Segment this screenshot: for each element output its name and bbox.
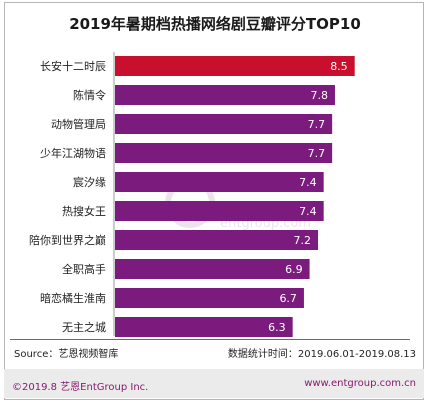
data-label: 7.4: [299, 205, 317, 218]
data-label: 7.8: [310, 89, 328, 102]
bar: [115, 201, 324, 221]
data-label: 8.5: [330, 60, 348, 73]
data-period-note: 数据统计时间：2019.06.01-2019.08.13: [227, 349, 416, 360]
website-link[interactable]: www.entgroup.com.cn: [304, 378, 416, 389]
category-label: 暗恋橘生淮南: [40, 291, 106, 305]
data-label: 6.7: [279, 292, 297, 305]
data-label: 7.4: [299, 176, 317, 189]
bar-chart: 长安十二时辰 8.5 陈情令 7.8 动物管理局 7.7 少年江湖物语 7.7 宸汐缘 7.4 热搜…: [29, 52, 355, 337]
data-label: 7.2: [294, 234, 312, 247]
category-label: 全职高手: [62, 262, 106, 276]
chart-title: 2019年暑期档热播网络剧豆瓣评分TOP10: [69, 15, 361, 33]
footer-band: ©2019.8 艺恩EntGroup Inc. www.entgroup.com…: [4, 369, 424, 398]
data-label: 6.9: [285, 263, 303, 276]
category-label: 动物管理局: [51, 117, 106, 131]
footer-divider: [10, 339, 410, 340]
category-label: 宸汐缘: [73, 175, 106, 189]
category-label: 陈情令: [73, 88, 106, 102]
bar: [115, 114, 333, 134]
copyright-text: ©2019.8 艺恩EntGroup Inc.: [12, 382, 149, 393]
data-label: 7.7: [308, 118, 326, 131]
category-label: 无主之城: [62, 320, 106, 334]
bar: [115, 85, 335, 105]
bar: [115, 56, 355, 76]
category-label: 热搜女王: [62, 204, 106, 218]
data-label: 7.7: [308, 147, 326, 160]
bar: [115, 317, 293, 337]
bar: [115, 172, 324, 192]
data-label: 6.3: [268, 321, 286, 334]
source-note: Source：艺恩视频智库: [14, 349, 119, 360]
bar: [115, 259, 310, 279]
bar: [115, 288, 304, 308]
bar: [115, 143, 333, 163]
category-label: 陪你到世界之巅: [29, 233, 106, 247]
category-label: 少年江湖物语: [40, 146, 106, 160]
bar: [115, 230, 319, 250]
category-label: 长安十二时辰: [40, 59, 106, 73]
